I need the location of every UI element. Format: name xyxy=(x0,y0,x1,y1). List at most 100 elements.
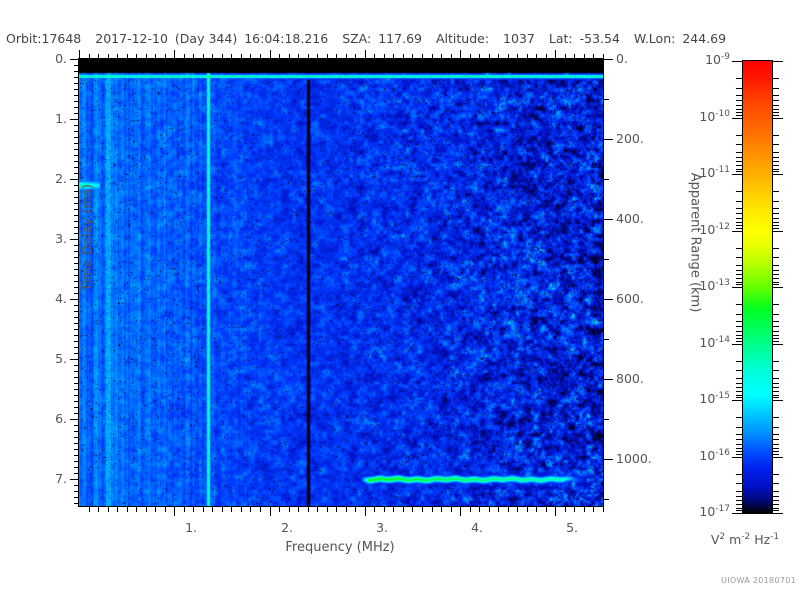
y-tick-minor xyxy=(74,275,79,276)
y-tick-minor xyxy=(74,335,79,336)
y-tick-minor xyxy=(74,413,79,414)
colorbar-tick-minor xyxy=(736,387,742,388)
x-tick-minor xyxy=(222,507,223,512)
colorbar-tick-minor xyxy=(736,361,742,362)
colorbar-tick-minor xyxy=(773,496,779,497)
colorbar-tick-minor xyxy=(736,314,742,315)
y-axis-label-left: Time Delay (ms) xyxy=(80,184,96,291)
x-top-tick xyxy=(593,54,594,59)
colorbar-tick-minor xyxy=(736,248,742,249)
colorbar-tick-minor xyxy=(773,257,779,258)
y-tick-minor xyxy=(74,137,79,138)
x-tick-minor xyxy=(489,507,490,512)
x-tick-minor xyxy=(403,507,404,512)
colorbar-tick-minor xyxy=(773,169,779,170)
y-tick-minor xyxy=(74,425,79,426)
colorbar-tick-minor xyxy=(773,439,779,440)
colorbar-tick-minor xyxy=(773,321,779,322)
y-tick-minor xyxy=(74,443,79,444)
colorbar-tick-minor xyxy=(773,201,779,202)
y-tick-minor xyxy=(74,227,79,228)
x-tick-minor xyxy=(136,507,137,512)
colorbar-tick-minor xyxy=(773,105,779,106)
y-tick-label-2: 2. xyxy=(55,171,67,186)
colorbar-tick-minor xyxy=(773,508,779,509)
colorbar-tick-minor xyxy=(736,152,742,153)
y-tick-major-1 xyxy=(70,119,79,120)
x-top-tick xyxy=(279,54,280,59)
x-top-tick xyxy=(203,54,204,59)
x-tick-major-0 xyxy=(174,507,175,516)
x-top-tick xyxy=(108,54,109,59)
x-tick-major-2 xyxy=(365,507,366,516)
colorbar-tick-minor xyxy=(773,144,779,145)
y2-tick-major-3 xyxy=(604,299,613,300)
x-tick-minor xyxy=(203,507,204,512)
x-tick-label-2: 3. xyxy=(376,520,388,535)
colorbar-tick-minor xyxy=(773,483,779,484)
x-tick-minor xyxy=(393,507,394,512)
colorbar-tick-minor xyxy=(773,444,779,445)
y-tick-minor xyxy=(74,317,79,318)
y2-tick-major-1 xyxy=(604,139,613,140)
colorbar-tick-minor xyxy=(736,427,742,428)
y-tick-minor xyxy=(74,89,79,90)
colorbar-tick-right-4 xyxy=(773,287,783,288)
x-top-tick xyxy=(489,54,490,59)
x-top-tick xyxy=(412,54,413,59)
observation-date: 2017-12-10 xyxy=(95,31,168,46)
colorbar-tick-minor xyxy=(736,444,742,445)
y-tick-minor xyxy=(74,233,79,234)
colorbar-tick-minor xyxy=(773,78,779,79)
colorbar-tick-label-5: 10-14 xyxy=(699,335,730,351)
x-tick-minor xyxy=(498,507,499,512)
colorbar-tick-minor xyxy=(736,500,742,501)
x-top-tick xyxy=(193,54,194,59)
y-tick-minor xyxy=(74,197,79,198)
colorbar-tick-minor xyxy=(736,483,742,484)
colorbar-tick-minor xyxy=(736,504,742,505)
y-tick-minor xyxy=(74,353,79,354)
x-top-tick xyxy=(184,54,185,59)
colorbar-tick-minor xyxy=(773,284,779,285)
colorbar-tick-minor xyxy=(736,335,742,336)
y-tick-minor xyxy=(74,185,79,186)
colorbar-tick-right-1 xyxy=(773,118,783,119)
x-tick-minor xyxy=(317,507,318,512)
y2-tick-label-0: 0. xyxy=(616,51,628,66)
colorbar-tick-minor xyxy=(773,282,779,283)
colorbar-tick-right-3 xyxy=(773,231,783,232)
colorbar-tick-minor xyxy=(736,278,742,279)
colorbar-tick-left-5 xyxy=(732,344,742,345)
altitude-value: 1037 xyxy=(503,31,535,46)
x-top-tick xyxy=(155,54,156,59)
colorbar-tick-minor xyxy=(736,378,742,379)
y-tick-minor xyxy=(74,209,79,210)
x-top-tick xyxy=(517,54,518,59)
colorbar-tick-minor xyxy=(736,454,742,455)
colorbar-tick-label-2: 10-11 xyxy=(699,165,730,181)
y-tick-minor xyxy=(74,173,79,174)
colorbar-tick-left-7 xyxy=(732,457,742,458)
colorbar-tick-minor xyxy=(773,397,779,398)
x-tick-minor xyxy=(165,507,166,512)
colorbar-tick-minor xyxy=(736,135,742,136)
colorbar-tick-label-8: 10-17 xyxy=(699,504,730,520)
colorbar-tick-minor xyxy=(736,228,742,229)
colorbar-tick-minor xyxy=(736,95,742,96)
colorbar-tick-minor xyxy=(773,395,779,396)
header-metadata-line: Orbit:17648 2017-12-10 (Day 344) 16:04:18.2… xyxy=(6,31,796,47)
x-top-tick xyxy=(479,54,480,59)
colorbar-tick-label-4: 10-13 xyxy=(699,278,730,294)
colorbar-tick-minor xyxy=(736,225,742,226)
y-tick-minor xyxy=(74,431,79,432)
x-top-tick xyxy=(422,54,423,59)
orbit-value: 17648 xyxy=(41,31,82,46)
colorbar-tick-minor xyxy=(736,100,742,101)
x-top-tick xyxy=(250,54,251,59)
y-tick-minor xyxy=(74,497,79,498)
day-of-year: (Day 344) xyxy=(174,31,238,46)
x-top-tick xyxy=(441,54,442,59)
y-tick-minor xyxy=(74,143,79,144)
x-top-tick xyxy=(260,54,261,59)
